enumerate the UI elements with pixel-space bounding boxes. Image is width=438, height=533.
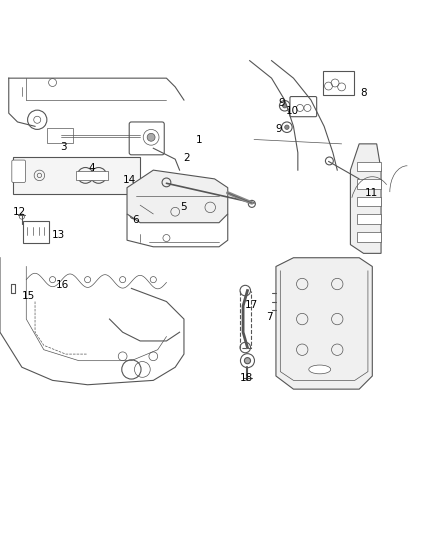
Circle shape [132, 214, 135, 217]
FancyBboxPatch shape [12, 160, 25, 182]
FancyBboxPatch shape [323, 71, 354, 95]
Text: 5: 5 [180, 203, 187, 212]
FancyBboxPatch shape [357, 214, 381, 224]
Text: 18: 18 [240, 373, 253, 383]
FancyBboxPatch shape [357, 162, 381, 172]
Circle shape [244, 358, 251, 364]
Text: 11: 11 [365, 188, 378, 198]
Circle shape [147, 133, 155, 141]
Text: 4: 4 [88, 163, 95, 173]
Text: 8: 8 [360, 88, 367, 98]
FancyBboxPatch shape [47, 128, 73, 142]
Text: 15: 15 [22, 291, 35, 301]
Text: 13: 13 [52, 230, 65, 239]
Polygon shape [276, 258, 372, 389]
FancyBboxPatch shape [129, 122, 164, 155]
Text: 12: 12 [13, 207, 26, 217]
Circle shape [285, 125, 289, 130]
FancyBboxPatch shape [290, 96, 317, 117]
Polygon shape [13, 157, 140, 194]
Text: 3: 3 [60, 142, 67, 152]
FancyBboxPatch shape [154, 191, 168, 211]
FancyBboxPatch shape [23, 221, 49, 243]
FancyBboxPatch shape [76, 171, 108, 180]
Text: 14: 14 [123, 175, 136, 185]
Text: 16: 16 [56, 280, 69, 290]
Text: 10: 10 [286, 106, 299, 116]
Text: 2: 2 [183, 154, 190, 163]
FancyBboxPatch shape [357, 179, 381, 189]
Text: 17: 17 [244, 300, 258, 310]
Ellipse shape [309, 365, 331, 374]
Polygon shape [127, 170, 228, 223]
Text: 9: 9 [276, 124, 283, 134]
FancyBboxPatch shape [357, 232, 381, 241]
FancyBboxPatch shape [357, 197, 381, 206]
Polygon shape [350, 144, 381, 253]
Text: 1: 1 [196, 135, 203, 146]
Text: 9: 9 [278, 98, 285, 108]
Text: 6: 6 [132, 215, 139, 224]
Circle shape [283, 103, 287, 108]
Text: 7: 7 [266, 312, 273, 322]
